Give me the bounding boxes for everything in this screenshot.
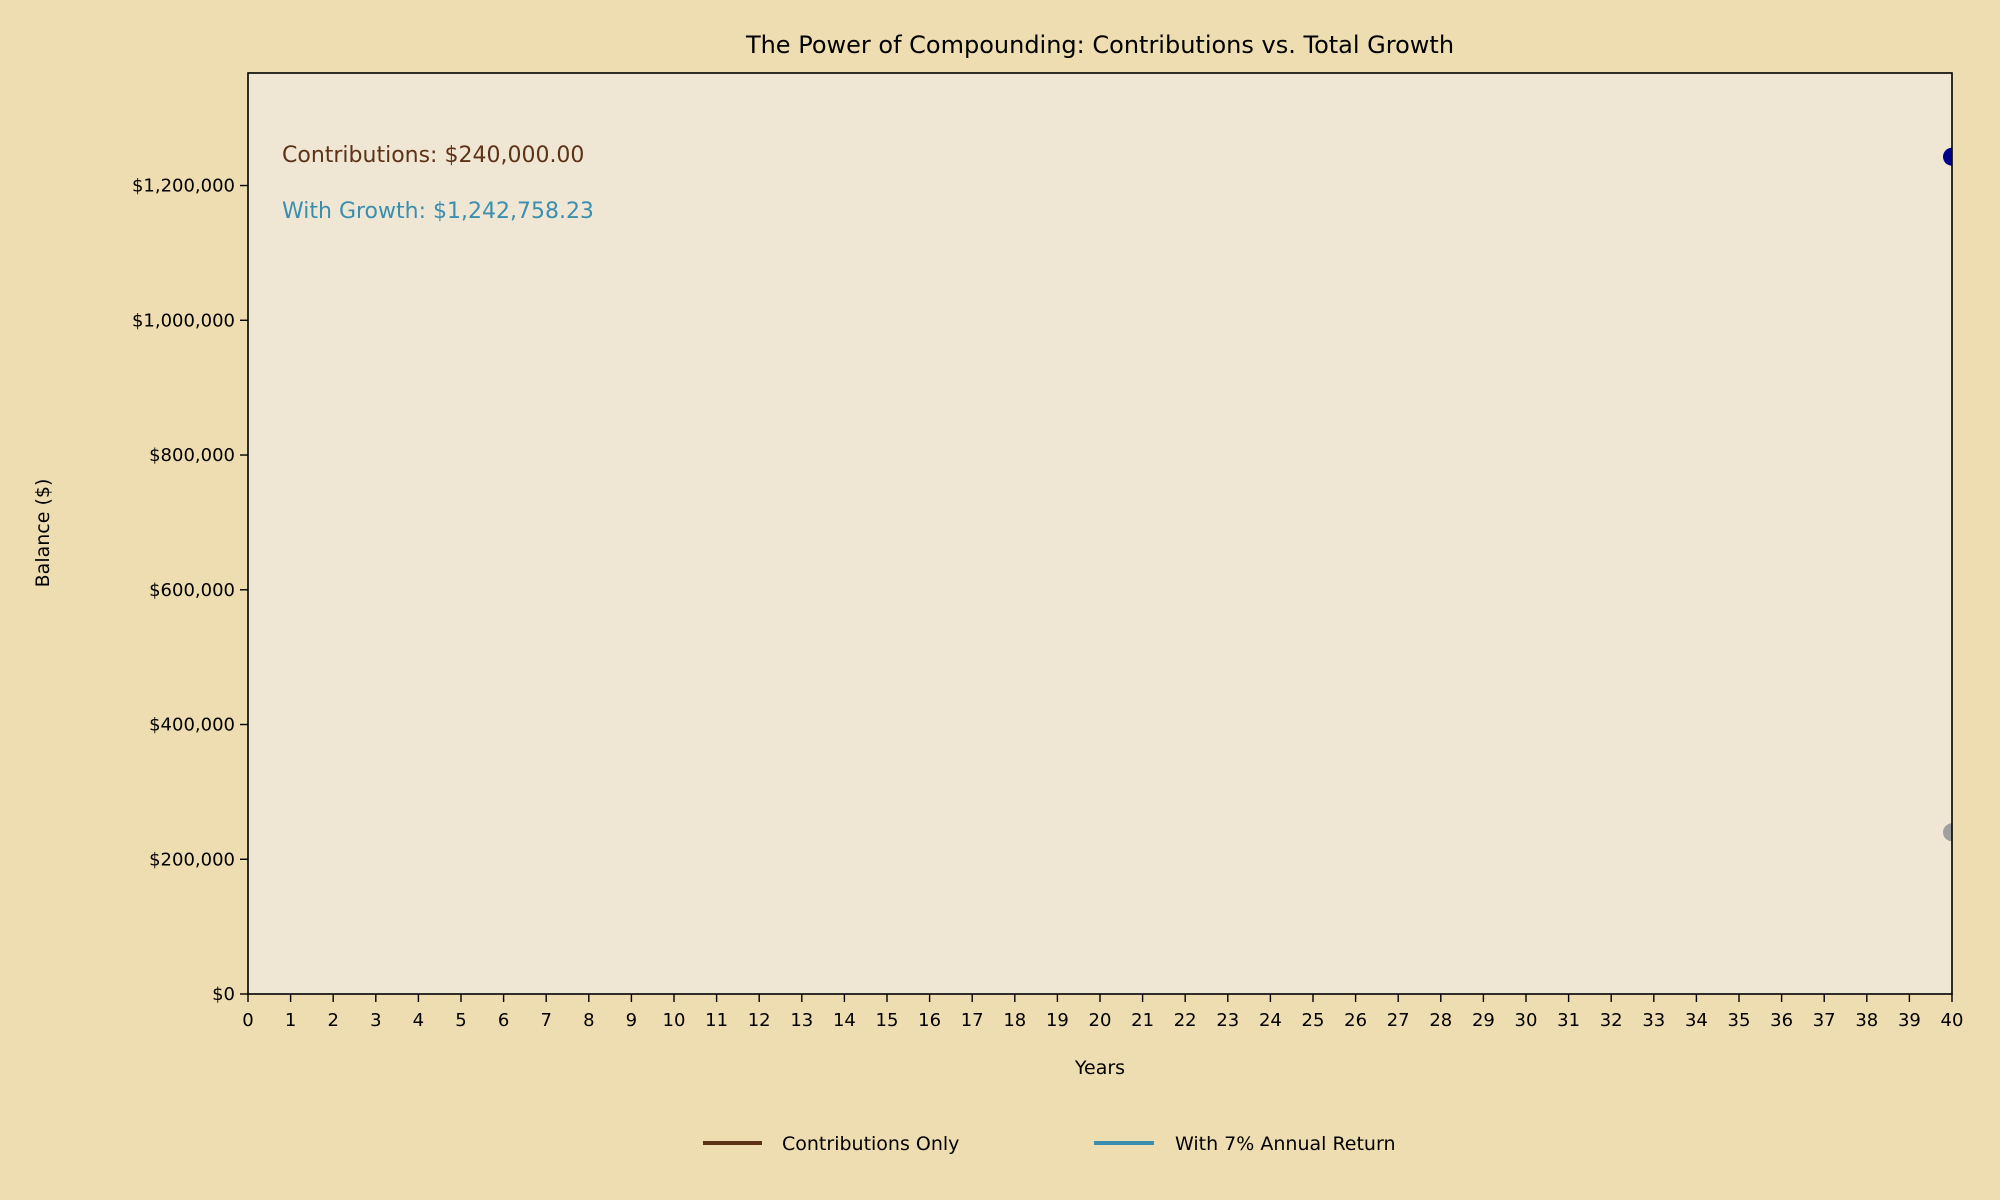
x-tick-label: 2 (327, 1010, 338, 1031)
x-tick-label: 39 (1898, 1010, 1921, 1031)
x-tick-label: 14 (833, 1010, 856, 1031)
y-tick-label: $1,000,000 (132, 310, 235, 331)
x-tick-label: 16 (918, 1010, 941, 1031)
plot-area (248, 73, 1952, 994)
x-tick-label: 23 (1216, 1010, 1239, 1031)
x-tick-label: 8 (583, 1010, 594, 1031)
x-tick-label: 34 (1685, 1010, 1708, 1031)
x-tick-label: 0 (242, 1010, 253, 1031)
y-tick-label: $400,000 (149, 715, 235, 736)
x-tick-label: 37 (1813, 1010, 1836, 1031)
y-tick-label: $1,200,000 (132, 176, 235, 197)
y-axis-label: Balance ($) (32, 479, 54, 588)
x-tick-label: 36 (1770, 1010, 1793, 1031)
x-tick-label: 17 (961, 1010, 984, 1031)
x-tick-label: 19 (1046, 1010, 1069, 1031)
x-tick-label: 24 (1259, 1010, 1282, 1031)
x-tick-label: 10 (663, 1010, 686, 1031)
x-tick-label: 18 (1003, 1010, 1026, 1031)
x-axis-label: Years (1074, 1057, 1125, 1079)
annotation-contributions: Contributions: $240,000.00 (282, 143, 584, 168)
y-tick-label: $200,000 (149, 849, 235, 870)
x-tick-label: 9 (626, 1010, 637, 1031)
y-tick-label: $600,000 (149, 580, 235, 601)
chart-title: The Power of Compounding: Contributions … (745, 31, 1454, 59)
x-tick-label: 22 (1174, 1010, 1197, 1031)
legend-label-contributions: Contributions Only (782, 1133, 959, 1155)
x-tick-label: 25 (1302, 1010, 1325, 1031)
x-tick-label: 35 (1728, 1010, 1751, 1031)
x-tick-label: 12 (748, 1010, 771, 1031)
x-tick-label: 29 (1472, 1010, 1495, 1031)
growth-point (1943, 147, 1952, 166)
x-tick-label: 1 (285, 1010, 296, 1031)
x-tick-label: 7 (540, 1010, 551, 1031)
x-tick-label: 5 (455, 1010, 466, 1031)
x-tick-label: 4 (413, 1010, 424, 1031)
x-tick-label: 15 (876, 1010, 899, 1031)
legend-label-growth: With 7% Annual Return (1175, 1133, 1396, 1155)
x-tick-label: 11 (705, 1010, 728, 1031)
x-tick-label: 28 (1429, 1010, 1452, 1031)
x-tick-label: 6 (498, 1010, 509, 1031)
x-tick-label: 3 (370, 1010, 381, 1031)
x-tick-label: 40 (1941, 1010, 1964, 1031)
x-tick-label: 27 (1387, 1010, 1410, 1031)
x-tick-label: 38 (1855, 1010, 1878, 1031)
x-tick-label: 30 (1515, 1010, 1538, 1031)
x-tick-label: 33 (1642, 1010, 1665, 1031)
x-tick-label: 32 (1600, 1010, 1623, 1031)
x-tick-label: 31 (1557, 1010, 1580, 1031)
annotation-growth: With Growth: $1,242,758.23 (282, 199, 594, 224)
legend: Contributions Only With 7% Annual Return (703, 1133, 1396, 1155)
x-tick-label: 20 (1089, 1010, 1112, 1031)
x-tick-label: 21 (1131, 1010, 1154, 1031)
x-tick-label: 26 (1344, 1010, 1367, 1031)
y-tick-label: $800,000 (149, 445, 235, 466)
contributions-point (1943, 823, 1952, 842)
x-tick-label: 13 (790, 1010, 813, 1031)
y-tick-label: $0 (212, 984, 235, 1005)
